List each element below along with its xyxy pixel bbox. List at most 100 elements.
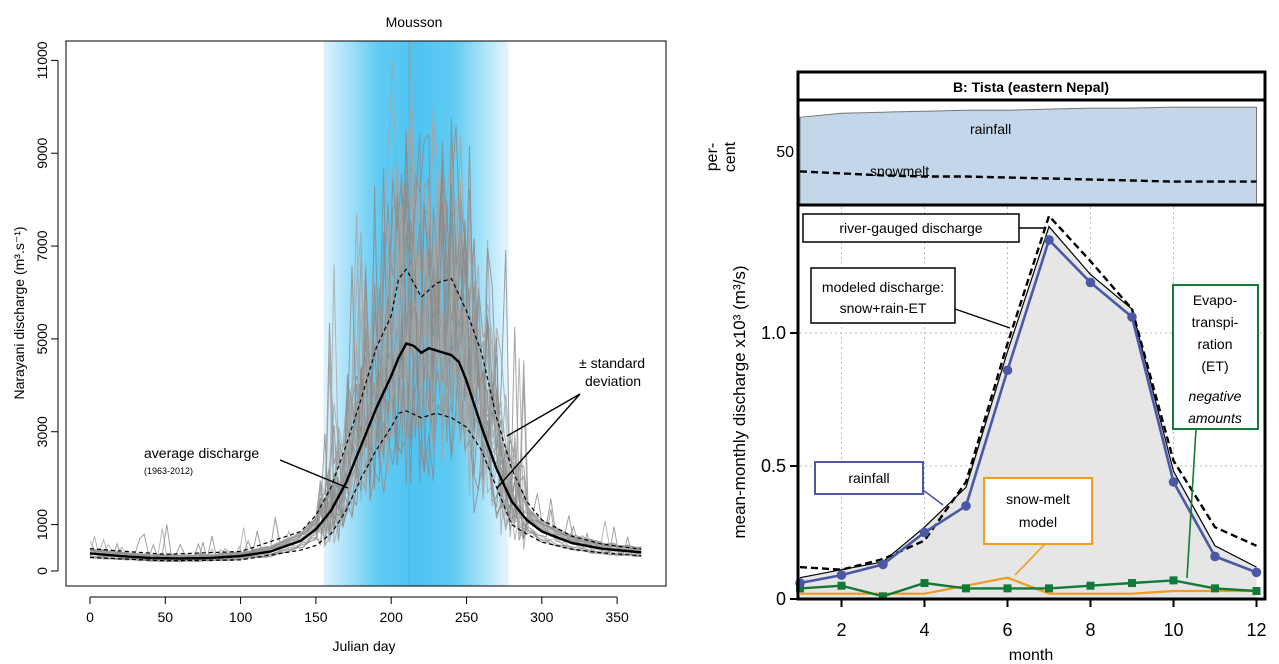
right-x-tick-label: 2 [836, 620, 846, 640]
et-callout-line3: ration [1197, 336, 1232, 352]
et-points [796, 576, 1261, 601]
avg-annotation-arrow [279, 459, 349, 489]
et-point [1086, 581, 1095, 590]
rainfall-point [1168, 477, 1179, 487]
et-point [796, 584, 804, 593]
rainfall-callout-box [814, 461, 924, 495]
rainfall-area-label: rainfall [970, 121, 1011, 137]
et-point [1252, 587, 1261, 596]
avg-annotation-years: (1963-2012) [144, 466, 193, 476]
rainfall-point [1251, 567, 1262, 578]
left-x-tick-label: 350 [605, 609, 629, 625]
avg-annotation: average discharge [144, 445, 259, 461]
snowmelt-callout-line1: snow-melt [1006, 491, 1070, 507]
right-x-tick-label: 8 [1085, 620, 1095, 640]
et-callout-line5: negative [1189, 388, 1242, 404]
rainfall-point [1002, 365, 1013, 376]
sd-annotation-arrow-lower [496, 393, 581, 489]
et-point [837, 581, 846, 590]
sd-annotation-line2: deviation [585, 373, 641, 389]
sd-lower-line [89, 410, 642, 562]
right-y-tick-label: 0 [776, 589, 786, 609]
right-panel-title: B: Tista (eastern Nepal) [953, 79, 1109, 95]
rainfall-point [1085, 277, 1096, 288]
right-chart: B: Tista (eastern Nepal) rainfall snowme… [704, 70, 1267, 664]
left-x-axis-label: Julian day [332, 638, 395, 654]
snowmelt-callout-line2: model [1019, 514, 1057, 530]
left-y-tick-label: 11000 [34, 41, 50, 79]
left-x-tick-label: 0 [86, 609, 94, 625]
percent-label-line2: cent [722, 141, 739, 172]
left-x-axis: 0 50 100 150 200 250 300 350 [86, 596, 629, 625]
et-callout-line6: amounts [1188, 410, 1242, 426]
rainfall-point [1210, 551, 1220, 562]
rainfall-point [878, 559, 888, 570]
right-y-axis-label: mean-monthly discharge x10³ (m³/s) [730, 265, 749, 538]
left-chart-title: Mousson [386, 14, 443, 30]
modeled-callout-box [810, 267, 956, 324]
snowmelt-percent-line [799, 170, 1257, 183]
right-y-axis: 0 0.5 1.0 [761, 323, 798, 609]
rainfall-point [919, 527, 930, 538]
left-x-tick-label: 250 [455, 609, 479, 625]
right-x-axis-label: month [1009, 647, 1053, 664]
et-point [1169, 576, 1178, 585]
et-point [962, 584, 970, 593]
right-x-tick-label: 12 [1246, 620, 1266, 640]
left-y-tick-label: 7000 [34, 230, 50, 261]
sd-annotation-arrow-upper [506, 393, 581, 437]
right-x-axis: 2 4 6 8 10 12 [836, 599, 1267, 640]
percent-tick-50: 50 [776, 144, 794, 161]
yearly-hydrograph [89, 198, 642, 559]
modeled-callout-line2: snow+rain-ET [840, 300, 927, 316]
left-chart: Mousson 0 50 100 150 200 250 300 350 0 1000 3000 5… [11, 14, 667, 654]
right-x-tick-label: 6 [1002, 620, 1012, 640]
rainfall-percent-area [799, 106, 1257, 205]
et-point [879, 592, 887, 601]
rainfall-point [1127, 312, 1137, 322]
left-x-tick-label: 50 [158, 609, 174, 625]
right-y-tick-label: 1.0 [761, 323, 786, 343]
left-x-tick-label: 150 [304, 609, 328, 625]
left-y-tick-label: 1000 [34, 509, 50, 540]
left-plot-frame [65, 40, 667, 587]
average-discharge-line [89, 342, 642, 560]
rainfall-point [961, 501, 971, 511]
modeled-callout-line1: modeled discharge: [822, 279, 944, 295]
right-y-tick-label: 0.5 [761, 456, 786, 476]
river-gauged-callout: river-gauged discharge [839, 220, 982, 236]
main-panel-frame [796, 203, 1267, 601]
left-y-tick-label: 3000 [34, 416, 50, 447]
left-x-tick-label: 200 [380, 609, 404, 625]
yearly-hydrograph [89, 104, 642, 558]
right-x-tick-label: 4 [919, 620, 929, 640]
left-x-tick-label: 100 [229, 609, 253, 625]
rainfall-point [836, 570, 847, 580]
modeled-discharge-area [800, 226, 1257, 599]
rainfall-discharge-line [799, 237, 1257, 585]
percent-panel: rainfall snowmelt [799, 106, 1257, 205]
percent-label-line1: per- [704, 143, 721, 171]
et-callout-line4: (ET) [1201, 358, 1228, 374]
snowmelt-area-label: snowmelt [870, 163, 929, 179]
river-gauged-discharge-line [799, 213, 1257, 571]
sd-annotation-line1: ± standard [579, 355, 645, 371]
rainfall-callout: rainfall [848, 470, 889, 486]
et-point [920, 579, 929, 588]
left-y-tick-label: 9000 [34, 137, 50, 168]
et-point [1045, 584, 1053, 593]
left-y-tick-label: 0 [34, 567, 50, 575]
et-arrow [1186, 428, 1197, 579]
left-x-tick-label: 300 [530, 609, 554, 625]
modeled-arrow [954, 308, 1011, 329]
et-point [1211, 584, 1219, 593]
snowmelt-arrow [1014, 543, 1046, 576]
et-callout-line1: Evapo- [1193, 292, 1238, 308]
et-point [1128, 579, 1136, 588]
modeled-discharge-line [799, 225, 1257, 579]
et-callout-line2: transpi- [1192, 314, 1239, 330]
sd-upper-line [89, 268, 642, 555]
rainfall-point [1044, 235, 1054, 245]
snowmelt-callout-box [983, 477, 1093, 545]
left-y-axis-label: Narayani discharge (m³.s⁻¹) [11, 226, 27, 399]
